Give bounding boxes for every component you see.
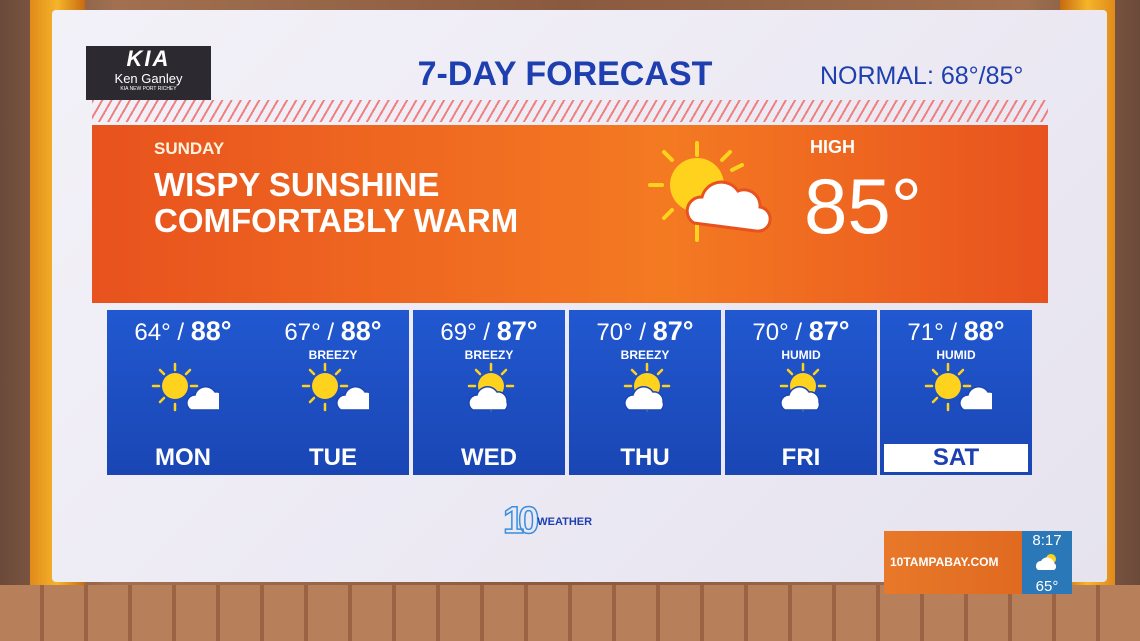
temps: 71° / 88°: [907, 316, 1005, 346]
low-temp: 70°: [596, 319, 633, 346]
day-card[interactable]: 70° / 87° HUMID FRI: [725, 310, 877, 475]
day-label: SAT: [884, 444, 1028, 472]
sun-cloud-icon: [924, 362, 992, 412]
low-temp: 71°: [907, 319, 944, 346]
day-card[interactable]: 70° / 87° BREEZY THU: [569, 310, 721, 475]
cloud-sun-icon: [623, 362, 671, 412]
partly-cloudy-icon: [1036, 554, 1057, 570]
time-temp-bug: 8:17 65°: [1022, 531, 1072, 595]
high-temp: 85°: [804, 162, 922, 250]
temps: 67° / 88°: [284, 316, 382, 346]
high-temp: 87°: [652, 316, 694, 346]
current-temp: 65°: [1035, 578, 1059, 595]
low-temp: 70°: [752, 319, 789, 346]
condition-note: BREEZY: [464, 348, 514, 362]
day-label: FRI: [781, 444, 821, 471]
high-temp: 87°: [496, 316, 538, 346]
page-title: 7-DAY FORECAST: [417, 55, 713, 93]
low-temp: 67°: [284, 319, 321, 346]
desc-line-2: COMFORTABLY WARM: [154, 202, 519, 239]
day-label: TUE: [309, 444, 357, 471]
condition-note: HUMID: [936, 348, 976, 362]
high-temp: 88°: [340, 316, 382, 346]
temps: 70° / 87°: [752, 316, 850, 346]
low-temp: 69°: [440, 319, 477, 346]
temps: 64° / 88°: [134, 316, 232, 346]
day-label: MON: [155, 444, 211, 471]
condition-note: BREEZY: [308, 348, 358, 362]
today-day: SUNDAY: [154, 139, 225, 158]
high-temp: 87°: [808, 316, 850, 346]
hatch-stripe: [92, 100, 1048, 122]
temps: 69° / 87°: [440, 316, 538, 346]
today-description: WISPY SUNSHINE COMFORTABLY WARM: [154, 167, 518, 239]
normal-temps: NORMAL: 68°/85°: [820, 62, 1024, 90]
high-label: HIGH: [810, 137, 855, 157]
partly-sunny-icon: [648, 141, 772, 242]
high-temp: 88°: [190, 316, 232, 346]
day-label: WED: [461, 444, 517, 471]
today-panel: SUNDAY WISPY SUNSHINE COMFORTABLY WARM H…: [92, 125, 1048, 303]
sun-cloud-icon: [301, 362, 369, 412]
day-card[interactable]: 71° / 88° HUMID SAT: [880, 310, 1032, 475]
sun-cloud-icon: [151, 362, 219, 412]
day-card[interactable]: 69° / 87° BREEZY WED: [413, 310, 565, 475]
studio-floor: [0, 585, 1140, 641]
station-site: 10TAMPABAY.COM: [884, 531, 1022, 594]
day-card[interactable]: 67° / 88° BREEZY TUE: [257, 310, 409, 475]
low-temp: 64°: [134, 319, 171, 346]
day-card[interactable]: 64° / 88° MON: [107, 310, 259, 475]
cloud-sun-icon: [779, 362, 827, 412]
desc-line-1: WISPY SUNSHINE: [154, 166, 440, 203]
10-weather-logo: 10 WEATHER: [502, 499, 593, 543]
condition-note: BREEZY: [620, 348, 670, 362]
condition-note: HUMID: [781, 348, 821, 362]
sponsor-logo: KIA Ken Ganley KIA NEW PORT RICHEY: [86, 46, 211, 100]
day-label: THU: [620, 444, 670, 471]
cloud-sun-icon: [467, 362, 515, 412]
high-temp: 88°: [963, 316, 1005, 346]
temps: 70° / 87°: [596, 316, 694, 346]
current-time: 8:17: [1032, 532, 1062, 549]
